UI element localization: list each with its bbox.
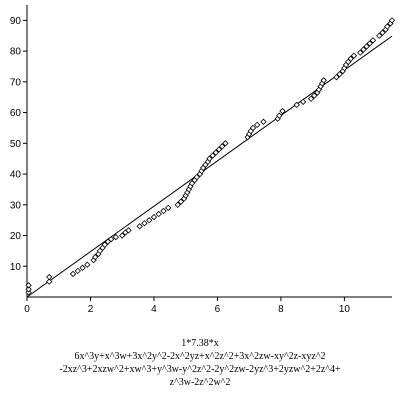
data-point xyxy=(212,149,220,156)
data-point xyxy=(46,278,53,285)
data-point xyxy=(222,140,229,147)
data-point xyxy=(177,198,185,205)
data-point xyxy=(206,155,213,162)
y-tick-label: 60 xyxy=(10,108,22,119)
data-point xyxy=(155,210,162,218)
data-point xyxy=(369,37,377,44)
data-point xyxy=(357,49,364,56)
data-point xyxy=(350,52,358,59)
data-point xyxy=(299,98,307,105)
data-point xyxy=(84,261,91,268)
data-point xyxy=(215,146,223,153)
data-point xyxy=(79,264,86,271)
data-point xyxy=(92,253,99,261)
data-point xyxy=(307,95,315,102)
data-point xyxy=(160,207,167,215)
data-point xyxy=(25,286,32,293)
caption-line-3: -2xz^3+2xzw^2+xw^3+y^3w-y^2z^2-2y^2zw-2y… xyxy=(59,364,341,375)
data-point xyxy=(107,236,115,243)
y-tick-label: 20 xyxy=(10,231,22,242)
y-tick-label: 10 xyxy=(10,262,22,273)
data-point xyxy=(141,220,148,227)
data-point xyxy=(379,29,386,36)
data-point xyxy=(46,273,53,281)
data-point xyxy=(320,77,327,84)
x-tick-label: 6 xyxy=(215,304,221,315)
data-point xyxy=(112,233,120,241)
y-tick-label: 80 xyxy=(10,47,22,58)
data-point xyxy=(150,213,158,221)
x-axis-ticks: 0 2 4 6 8 10 xyxy=(24,297,350,315)
data-point xyxy=(311,92,318,99)
data-point xyxy=(193,173,200,181)
data-point xyxy=(279,107,286,115)
data-point xyxy=(253,121,261,129)
data-point xyxy=(276,112,283,119)
x-tick-label: 2 xyxy=(88,304,94,315)
data-point xyxy=(165,204,172,212)
y-tick-label: 70 xyxy=(10,77,22,88)
data-point xyxy=(384,23,391,30)
caption-line-4: z^3w-2z^2w^2 xyxy=(169,377,231,388)
data-point xyxy=(101,241,108,248)
y-tick-label: 30 xyxy=(10,200,22,211)
data-point xyxy=(209,152,216,159)
data-point xyxy=(219,143,226,150)
data-point xyxy=(347,55,354,62)
caption-line-1: 1*7.38*x xyxy=(181,338,219,349)
data-point xyxy=(74,267,81,275)
y-tick-label: 40 xyxy=(10,170,22,181)
data-point xyxy=(388,17,396,24)
data-point xyxy=(366,40,373,47)
x-tick-label: 8 xyxy=(278,304,284,315)
data-point xyxy=(336,70,343,78)
data-point xyxy=(25,282,32,289)
data-point xyxy=(125,227,132,234)
y-tick-label: 50 xyxy=(10,139,22,150)
data-point xyxy=(333,74,340,81)
y-axis-ticks: 10 20 30 40 50 60 70 80 90 xyxy=(10,16,27,273)
x-tick-label: 0 xyxy=(24,304,30,315)
data-points xyxy=(25,17,396,296)
data-point xyxy=(360,46,367,53)
data-point xyxy=(376,32,383,39)
fit-line xyxy=(26,35,393,298)
y-tick-label: 90 xyxy=(10,16,22,27)
data-point xyxy=(260,118,267,125)
data-point xyxy=(119,232,126,239)
data-point xyxy=(136,223,143,230)
data-point xyxy=(363,43,370,50)
data-point xyxy=(174,201,181,208)
data-point xyxy=(69,270,77,278)
data-point xyxy=(146,216,153,224)
caption-line-2: 6x^3y+x^3w+3x^2y^2-2x^2yz+x^2z^2+3x^2zw-… xyxy=(74,351,326,362)
x-tick-label: 10 xyxy=(339,304,351,315)
x-tick-label: 4 xyxy=(151,304,157,315)
data-point xyxy=(249,124,257,132)
data-point xyxy=(293,101,300,109)
fit-lines xyxy=(26,35,393,298)
